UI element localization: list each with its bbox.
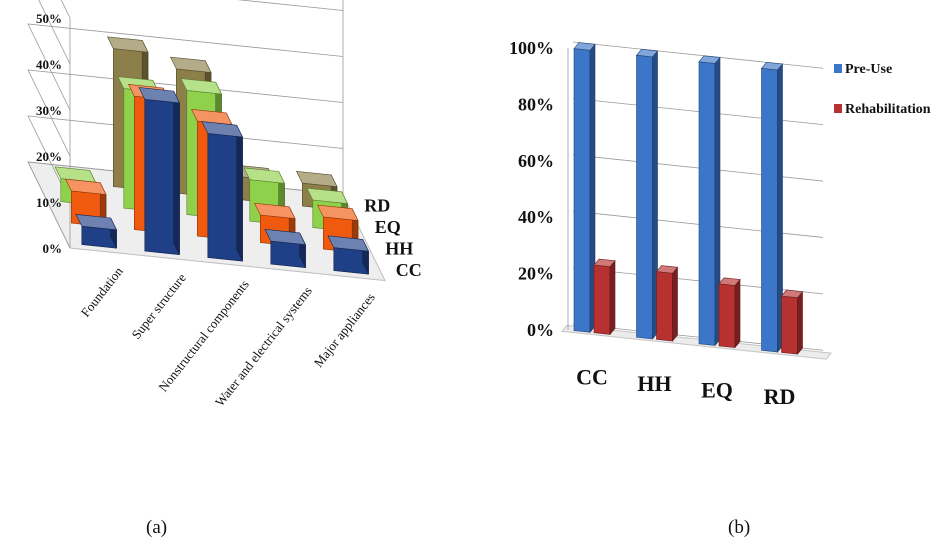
bar-a-top [201, 121, 244, 138]
bar-a-top [64, 178, 107, 195]
bar-a-top [180, 78, 223, 95]
series-label-a: HH [385, 238, 413, 258]
bar-a-top [106, 36, 149, 53]
bar-a-top [306, 187, 349, 204]
bar-a-top [327, 235, 370, 252]
category-label-b: RD [764, 384, 796, 409]
gridline-b [572, 41, 824, 69]
bar-a [138, 87, 181, 256]
bar-a [264, 228, 307, 269]
bar-b-top [780, 289, 804, 299]
z-tick-label: 30% [36, 103, 62, 118]
gridline-a [27, 69, 344, 157]
bar-a-top [316, 204, 359, 221]
legend-label-b: Rehabilitation [845, 102, 931, 117]
bar-b [573, 42, 596, 334]
category-label-b: CC [576, 365, 608, 390]
bar-b-front [656, 271, 673, 342]
bar-b-side [734, 278, 741, 349]
y-tick-label-b: 20% [518, 264, 554, 284]
bar-a-top [138, 87, 181, 104]
series-label-a: EQ [375, 217, 401, 237]
bar-b-top [573, 42, 596, 51]
series-label-a: CC [396, 260, 422, 280]
bar-b [635, 48, 659, 340]
bar-b [593, 258, 616, 336]
bar-b-front [718, 283, 736, 348]
bar-b [655, 265, 679, 342]
bar-b-front [761, 67, 778, 353]
legend-label-b: Pre-Use [845, 62, 892, 77]
bar-b-top [760, 61, 784, 71]
bar-b-top [635, 48, 659, 58]
caption-b: (b) [728, 517, 751, 538]
y-tick-label-b: 0% [527, 320, 554, 340]
z-tick-label: 50% [36, 11, 62, 26]
category-label-a: Major appliances [311, 290, 378, 370]
z-tick-label: 20% [36, 149, 62, 164]
caption-a: (a) [146, 517, 168, 538]
bar-b [698, 55, 721, 347]
z-tick-label: 10% [36, 195, 62, 210]
bar-b [718, 277, 741, 349]
bar-a-top [295, 170, 338, 188]
bar-b-side [797, 290, 803, 355]
bar-a [75, 214, 118, 249]
bar-a-top [243, 167, 286, 184]
y-tick-label-b: 40% [518, 207, 554, 227]
category-label-a: Super structure [128, 270, 189, 342]
bar-b-side [672, 266, 678, 342]
y-tick-label-b: 100% [509, 38, 554, 58]
bar-b-front [573, 48, 591, 333]
gridline-b [572, 210, 824, 238]
gridline-b [572, 154, 824, 182]
bar-b-top [655, 265, 679, 274]
bar-b-front [593, 264, 611, 335]
bar-b-front [636, 54, 653, 340]
chart-b: 0% 20% 40% 60% 80% 100% CC HH EQ RD Pre-Use Rehabil… [509, 38, 931, 409]
z-tick-label: 0% [43, 241, 63, 256]
category-label-a: Foundation [78, 263, 127, 319]
bar-a [327, 235, 370, 275]
bar-b-front [698, 61, 716, 346]
bar-a-top [75, 214, 118, 231]
bar-a-side [173, 90, 180, 255]
legend-swatch-b [834, 64, 842, 73]
series-label-a: RD [364, 195, 390, 215]
bar-b-side [609, 259, 616, 336]
gridline-a [60, 0, 71, 19]
bar-a-top [264, 228, 307, 246]
bar-b-top [718, 277, 741, 286]
category-label-b: EQ [701, 378, 733, 403]
bar-b-top [593, 258, 616, 268]
bar-b [760, 61, 784, 353]
bar-a [201, 121, 244, 262]
gridline-a [38, 0, 344, 65]
gridline-b [572, 98, 824, 126]
bar-b [780, 289, 804, 355]
bar-a-top [169, 56, 212, 73]
y-tick-label-b: 60% [518, 151, 554, 171]
z-tick-label: 40% [36, 57, 62, 72]
category-label-b: HH [637, 371, 671, 396]
legend-swatch-b [834, 104, 842, 113]
gridline-a [27, 23, 344, 111]
bar-b-front [781, 295, 798, 355]
bar-b-top [698, 55, 721, 64]
y-tick-label-b: 80% [518, 94, 554, 114]
bar-a-top [253, 202, 296, 219]
bar-a-side [236, 125, 243, 262]
